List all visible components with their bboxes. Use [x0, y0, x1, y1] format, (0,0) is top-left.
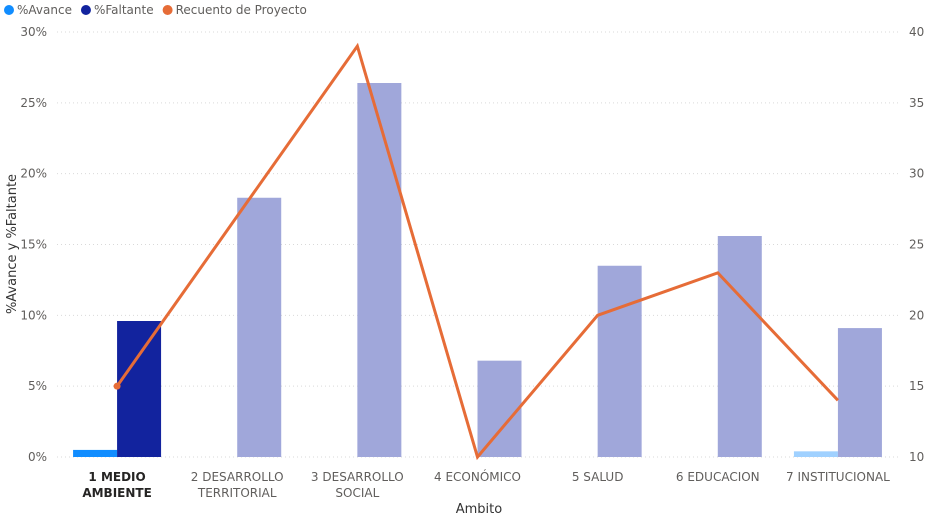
- gridlines: [57, 31, 898, 458]
- x-tick-label: SOCIAL: [335, 486, 379, 500]
- x-tick-label: 5 SALUD: [572, 470, 624, 484]
- x-tick-label: 4 ECONÓMICO: [434, 469, 521, 484]
- x-axis-title: Ambito: [456, 502, 503, 516]
- legend-marker: [80, 5, 91, 15]
- y-tick-label-left: 25%: [20, 96, 47, 110]
- legend-label: %Faltante: [94, 3, 154, 17]
- y-tick-label-left: 5%: [28, 379, 47, 393]
- x-tick-label: 6 EDUCACION: [676, 470, 760, 484]
- bar-avance: [73, 449, 118, 457]
- y-tick-label-right: 10: [909, 450, 924, 464]
- x-tick-label: TERRITORIAL: [197, 486, 277, 500]
- y-tick-label-right: 25: [909, 238, 924, 252]
- bar-faltante: [117, 321, 162, 457]
- y-tick-label-right: 35: [909, 96, 924, 110]
- legend-marker: [4, 5, 14, 15]
- legend: %Avance %Faltante Recuento de Proyecto: [4, 3, 307, 17]
- line-recuento-de-proyecto: [115, 42, 840, 461]
- bar-faltante: [237, 197, 282, 457]
- line-series: [113, 42, 840, 461]
- bar-faltante: [597, 265, 642, 457]
- y-tick-label-left: 30%: [20, 25, 47, 39]
- y-tick-label-right: 40: [909, 25, 924, 39]
- x-tick-label: 2 DESARROLLO: [191, 470, 284, 484]
- y-axis-left: 0% 5% 10% 15% 20% 25% 30%: [20, 25, 47, 464]
- y-axis-title: %Avance y %Faltante: [5, 174, 20, 314]
- x-tick-label: 3 DESARROLLO: [311, 470, 404, 484]
- x-tick-label: AMBIENTE: [82, 486, 151, 500]
- bar-faltante: [477, 360, 522, 457]
- legend-marker: [162, 5, 173, 15]
- y-tick-label-left: 15%: [20, 238, 47, 252]
- x-tick-label: 1 MEDIO: [88, 470, 145, 484]
- y-axis-right: 10 15 20 25 30 35 40: [909, 25, 924, 464]
- line-point: [113, 382, 121, 390]
- y-tick-label-right: 30: [909, 167, 924, 181]
- y-tick-label-left: 0%: [28, 450, 47, 464]
- bar-faltante: [357, 83, 402, 457]
- y-tick-label-right: 20: [909, 308, 924, 322]
- legend-label: %Avance: [17, 3, 72, 17]
- legend-label: Recuento de Proyecto: [176, 3, 307, 17]
- y-tick-label-left: 20%: [20, 167, 47, 181]
- x-tick-label: 7 INSTITUCIONAL: [786, 470, 890, 484]
- y-tick-label-left: 10%: [20, 308, 47, 322]
- bar-faltante: [837, 328, 882, 457]
- bars: [73, 83, 882, 457]
- bar-faltante: [717, 236, 762, 457]
- x-axis: 1 MEDIO AMBIENTE 2 DESARROLLO TERRITORIAL 3 …: [82, 469, 890, 500]
- bar-avance: [793, 451, 838, 457]
- y-tick-label-right: 15: [909, 379, 924, 393]
